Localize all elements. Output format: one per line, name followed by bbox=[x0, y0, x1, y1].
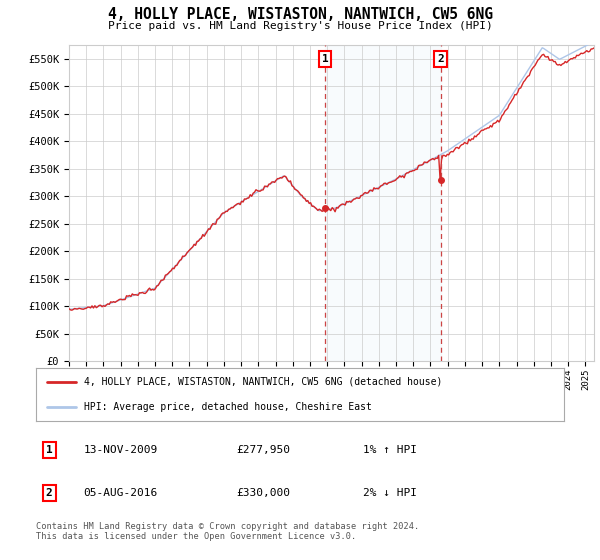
Text: 1: 1 bbox=[322, 54, 328, 64]
Text: 2: 2 bbox=[46, 488, 53, 498]
Text: 2: 2 bbox=[437, 54, 444, 64]
Text: Price paid vs. HM Land Registry's House Price Index (HPI): Price paid vs. HM Land Registry's House … bbox=[107, 21, 493, 31]
Text: HPI: Average price, detached house, Cheshire East: HPI: Average price, detached house, Ches… bbox=[83, 402, 371, 412]
Text: 13-NOV-2009: 13-NOV-2009 bbox=[83, 445, 158, 455]
Bar bbox=[325, 45, 440, 361]
Text: £277,950: £277,950 bbox=[236, 445, 290, 455]
Text: Contains HM Land Registry data © Crown copyright and database right 2024.
This d: Contains HM Land Registry data © Crown c… bbox=[36, 522, 419, 542]
Text: 1% ↑ HPI: 1% ↑ HPI bbox=[364, 445, 418, 455]
Text: 05-AUG-2016: 05-AUG-2016 bbox=[83, 488, 158, 498]
Text: 2% ↓ HPI: 2% ↓ HPI bbox=[364, 488, 418, 498]
Text: £330,000: £330,000 bbox=[236, 488, 290, 498]
Text: 4, HOLLY PLACE, WISTASTON, NANTWICH, CW5 6NG (detached house): 4, HOLLY PLACE, WISTASTON, NANTWICH, CW5… bbox=[83, 377, 442, 387]
Text: 4, HOLLY PLACE, WISTASTON, NANTWICH, CW5 6NG: 4, HOLLY PLACE, WISTASTON, NANTWICH, CW5… bbox=[107, 7, 493, 22]
Text: 1: 1 bbox=[46, 445, 53, 455]
